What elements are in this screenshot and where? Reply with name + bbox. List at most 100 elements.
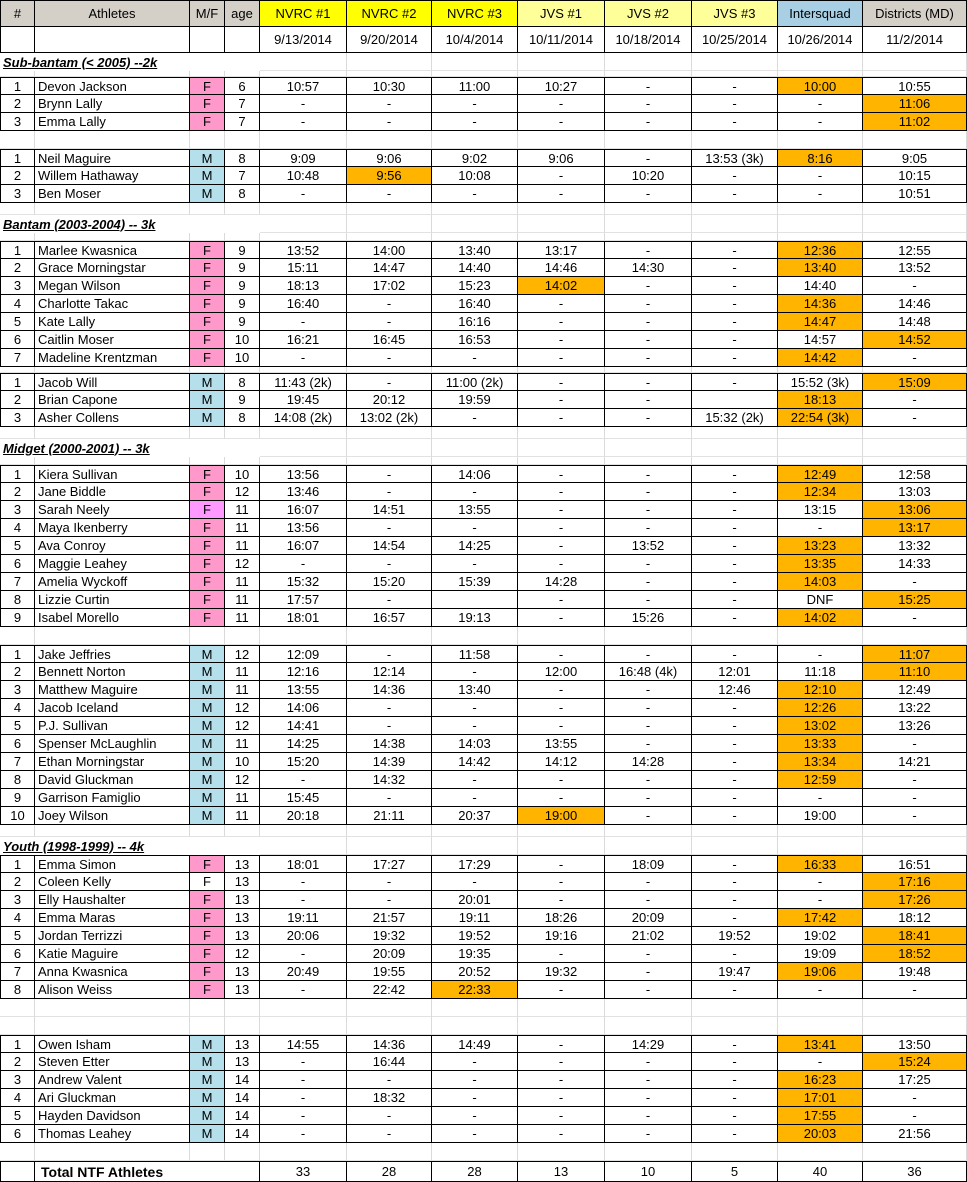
column-header-jvs-1[interactable]: JVS #1 bbox=[518, 0, 605, 27]
time-cell[interactable]: - bbox=[692, 591, 778, 609]
blank-cell[interactable] bbox=[0, 27, 35, 53]
total-value-cell[interactable]: 10 bbox=[605, 1161, 692, 1182]
time-cell[interactable]: 11:58 bbox=[432, 645, 518, 663]
time-cell[interactable]: - bbox=[692, 313, 778, 331]
time-cell[interactable]: 16:07 bbox=[260, 537, 347, 555]
athlete-name-cell[interactable]: Katie Maguire bbox=[35, 945, 190, 963]
time-cell[interactable]: 19:45 bbox=[260, 391, 347, 409]
time-cell-highlighted[interactable]: 17:26 bbox=[863, 891, 967, 909]
age-cell[interactable]: 12 bbox=[225, 645, 260, 663]
time-cell[interactable]: - bbox=[863, 807, 967, 825]
time-cell-highlighted[interactable]: 12:10 bbox=[778, 681, 863, 699]
time-cell[interactable]: - bbox=[692, 1089, 778, 1107]
time-cell[interactable]: - bbox=[260, 891, 347, 909]
row-number-cell[interactable]: 3 bbox=[0, 409, 35, 427]
time-cell[interactable]: - bbox=[605, 295, 692, 313]
athlete-name-cell[interactable]: Maggie Leahey bbox=[35, 555, 190, 573]
time-cell[interactable]: 17:27 bbox=[347, 855, 432, 873]
time-cell[interactable]: - bbox=[605, 391, 692, 409]
time-cell-highlighted[interactable]: 13:34 bbox=[778, 753, 863, 771]
time-cell[interactable]: 14:06 bbox=[260, 699, 347, 717]
time-cell[interactable]: - bbox=[778, 167, 863, 185]
time-cell-highlighted[interactable]: 22:54 (3k) bbox=[778, 409, 863, 427]
age-cell[interactable]: 10 bbox=[225, 465, 260, 483]
time-cell[interactable]: 21:57 bbox=[347, 909, 432, 927]
time-cell-highlighted[interactable]: 14:02 bbox=[518, 277, 605, 295]
row-number-cell[interactable]: 3 bbox=[0, 1071, 35, 1089]
age-cell[interactable]: 12 bbox=[225, 555, 260, 573]
time-cell[interactable]: - bbox=[778, 873, 863, 891]
time-cell-highlighted[interactable]: 15:25 bbox=[863, 591, 967, 609]
time-cell[interactable]: - bbox=[692, 331, 778, 349]
time-cell-highlighted[interactable]: 9:56 bbox=[347, 167, 432, 185]
time-cell[interactable]: - bbox=[778, 789, 863, 807]
time-cell[interactable]: - bbox=[778, 981, 863, 999]
time-cell[interactable]: 13:02 (2k) bbox=[347, 409, 432, 427]
time-cell[interactable]: - bbox=[692, 277, 778, 295]
athlete-name-cell[interactable]: Ava Conroy bbox=[35, 537, 190, 555]
time-cell[interactable]: 13:52 bbox=[260, 241, 347, 259]
time-cell[interactable]: - bbox=[692, 241, 778, 259]
row-number-cell[interactable]: 8 bbox=[0, 981, 35, 999]
time-cell[interactable]: - bbox=[518, 313, 605, 331]
time-cell-highlighted[interactable]: 13:33 bbox=[778, 735, 863, 753]
athlete-name-cell[interactable]: Asher Collens bbox=[35, 409, 190, 427]
time-cell[interactable]: - bbox=[347, 519, 432, 537]
time-cell-highlighted[interactable]: 22:33 bbox=[432, 981, 518, 999]
time-cell[interactable]: 12:49 bbox=[863, 681, 967, 699]
age-cell[interactable]: 10 bbox=[225, 349, 260, 367]
time-cell-highlighted[interactable]: 13:41 bbox=[778, 1035, 863, 1053]
section-title-bantam[interactable]: Bantam (2003-2004) -- 3k bbox=[0, 215, 260, 233]
time-cell[interactable]: 19:47 bbox=[692, 963, 778, 981]
column-header-age[interactable]: age bbox=[225, 0, 260, 27]
row-number-cell[interactable]: 6 bbox=[0, 331, 35, 349]
age-cell[interactable]: 9 bbox=[225, 313, 260, 331]
sex-cell[interactable]: F bbox=[190, 501, 225, 519]
age-cell[interactable]: 14 bbox=[225, 1071, 260, 1089]
time-cell[interactable]: - bbox=[432, 555, 518, 573]
row-number-cell[interactable]: 4 bbox=[0, 909, 35, 927]
sex-cell[interactable]: F bbox=[190, 313, 225, 331]
sex-cell[interactable]: M bbox=[190, 1089, 225, 1107]
age-cell[interactable]: 7 bbox=[225, 167, 260, 185]
time-cell[interactable]: - bbox=[692, 981, 778, 999]
sex-cell[interactable]: M bbox=[190, 699, 225, 717]
time-cell-highlighted[interactable]: 15:24 bbox=[863, 1053, 967, 1071]
time-cell[interactable]: - bbox=[347, 717, 432, 735]
total-value-cell[interactable]: 36 bbox=[863, 1161, 967, 1182]
age-cell[interactable]: 11 bbox=[225, 609, 260, 627]
row-number-cell[interactable]: 3 bbox=[0, 185, 35, 203]
section-title-youth[interactable]: Youth (1998-1999) -- 4k bbox=[0, 837, 260, 855]
time-cell[interactable]: - bbox=[605, 483, 692, 501]
blank-cell[interactable] bbox=[0, 1161, 35, 1182]
time-cell[interactable]: 13:50 bbox=[863, 1035, 967, 1053]
athlete-name-cell[interactable]: Brynn Lally bbox=[35, 95, 190, 113]
time-cell[interactable]: 17:29 bbox=[432, 855, 518, 873]
time-cell[interactable]: - bbox=[605, 645, 692, 663]
time-cell[interactable]: - bbox=[605, 1053, 692, 1071]
time-cell[interactable]: - bbox=[432, 185, 518, 203]
time-cell[interactable]: - bbox=[692, 771, 778, 789]
time-cell[interactable]: 14:40 bbox=[432, 259, 518, 277]
time-cell[interactable]: 14:42 bbox=[432, 753, 518, 771]
time-cell[interactable]: 10:27 bbox=[518, 77, 605, 95]
time-cell[interactable]: - bbox=[432, 789, 518, 807]
row-number-cell[interactable]: 2 bbox=[0, 483, 35, 501]
time-cell[interactable]: - bbox=[260, 1125, 347, 1143]
time-cell[interactable]: 17:25 bbox=[863, 1071, 967, 1089]
time-cell[interactable]: - bbox=[692, 95, 778, 113]
age-cell[interactable]: 9 bbox=[225, 241, 260, 259]
age-cell[interactable]: 13 bbox=[225, 927, 260, 945]
time-cell[interactable]: - bbox=[692, 699, 778, 717]
sex-cell[interactable]: M bbox=[190, 717, 225, 735]
time-cell[interactable]: 20:18 bbox=[260, 807, 347, 825]
athlete-name-cell[interactable]: Matthew Maguire bbox=[35, 681, 190, 699]
time-cell[interactable]: - bbox=[605, 331, 692, 349]
sex-cell[interactable]: F bbox=[190, 591, 225, 609]
sex-cell[interactable]: M bbox=[190, 409, 225, 427]
time-cell-highlighted[interactable]: 14:42 bbox=[778, 349, 863, 367]
time-cell[interactable]: 21:56 bbox=[863, 1125, 967, 1143]
sex-cell[interactable]: F bbox=[190, 349, 225, 367]
age-cell[interactable]: 10 bbox=[225, 331, 260, 349]
time-cell[interactable]: 10:08 bbox=[432, 167, 518, 185]
